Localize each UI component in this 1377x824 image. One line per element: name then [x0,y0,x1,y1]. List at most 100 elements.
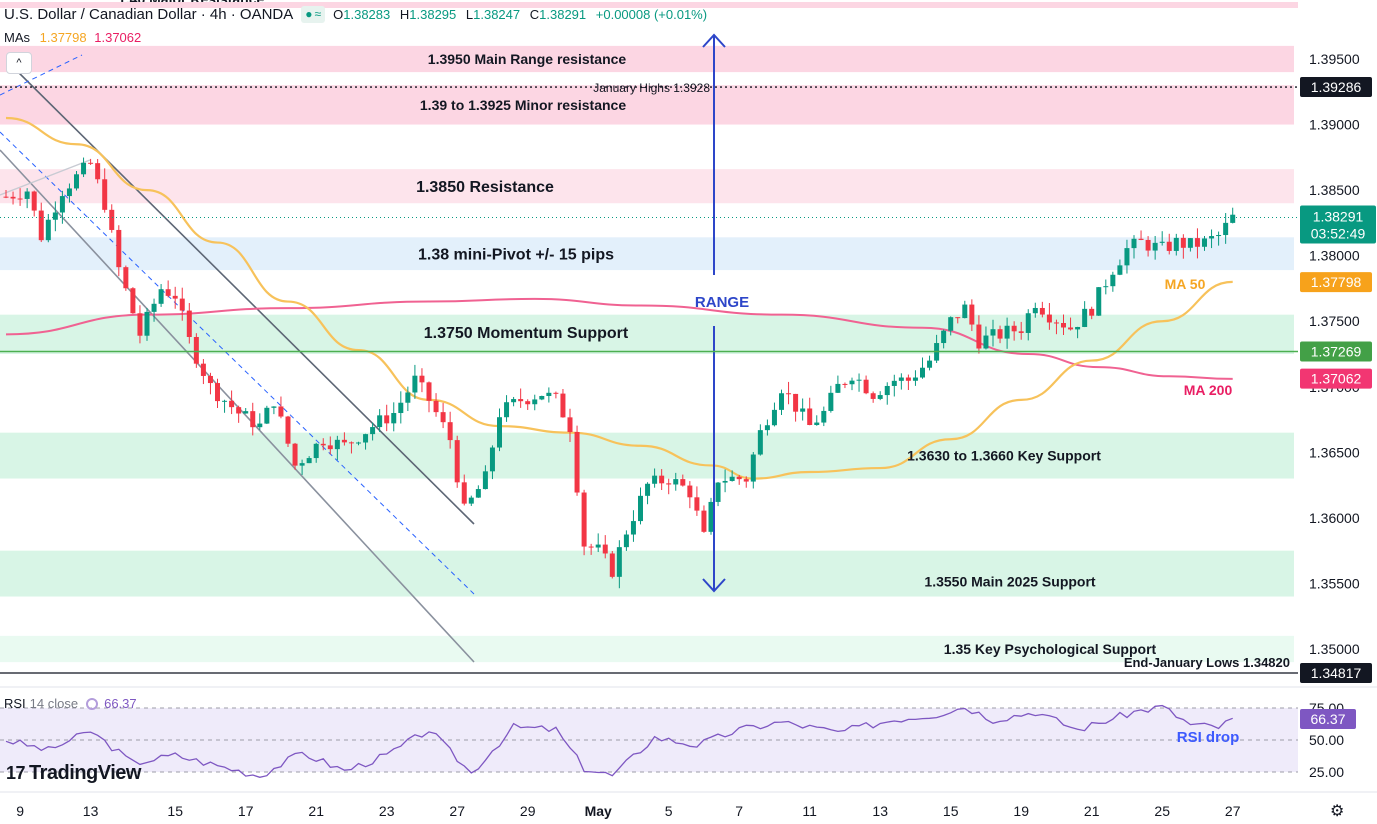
candle-body [391,413,397,424]
candle-body [581,492,587,547]
candle-body [1032,307,1038,314]
y-tick-label: 1.37500 [1309,313,1360,329]
open-label: O [333,6,344,22]
close-label: C [529,6,540,22]
x-tick-label: 21 [308,803,324,819]
candle-body [497,417,502,448]
candle-body [652,475,658,484]
zone-4 [0,314,1294,354]
candle-body [447,422,453,441]
zone-label-4: 1.3750 Momentum Support [424,325,629,342]
candle-body [638,495,643,522]
candle-body [250,411,256,428]
candle-body [285,416,291,444]
moving-averages: MA 50 MA 200 [5,116,1233,480]
candle-body [948,317,954,331]
candle-body [412,375,418,393]
gear-icon[interactable]: ⚙ [1330,803,1345,820]
collapse-legend-button[interactable]: ^ [6,52,32,74]
candle-body [356,442,361,444]
candle-body [1103,286,1109,288]
candle-body [193,336,199,364]
candle-body [1138,238,1144,240]
chart-annotations: January Highs 1.3928 End-January Lows 1.3… [0,0,1298,674]
candle-body [454,440,460,483]
x-tick-label: 15 [167,803,183,819]
candle-body [17,198,23,200]
ma-legend[interactable]: MAs 1.37798 1.37062 [4,30,141,45]
rsi-axis-label: 50.00 [1309,732,1344,748]
rsi-legend[interactable]: RSI 14 close 66.37 [4,696,137,711]
wave-icon: ≈ [314,7,322,21]
candle-body [941,330,947,344]
candle-body [74,174,79,189]
tradingview-logo[interactable]: 17 TradingView [6,762,141,785]
candle-body [271,406,277,408]
candle-body [440,412,446,423]
candle-body [835,383,841,393]
x-tick-label: 15 [943,803,959,819]
market-status-badge[interactable]: ● ≈ [301,5,326,23]
candle-body [1039,307,1045,315]
candle-body [722,480,728,483]
high-label: H [399,6,410,22]
candle-body [750,454,756,482]
rsi-label: RSI [4,696,26,711]
candle-body [779,393,784,410]
candle-body [687,485,693,498]
rsi-badge-bg [1300,709,1356,730]
candle-body [66,188,72,197]
ma200-label: MA 200 [1184,382,1233,398]
candle-body [870,393,876,399]
candle-body [800,408,806,412]
label-end-january-lows: End-January Lows 1.34820 [1124,655,1290,670]
y-tick-label: 1.39500 [1309,51,1360,67]
candle-body [299,463,305,466]
candle-body [264,407,270,424]
zone-label-5: 1.3630 to 1.3660 Key Support [907,448,1101,464]
candle-body [588,546,594,548]
x-tick-label: 25 [1154,803,1170,819]
price-badge-bg [1300,77,1372,98]
last-price-badge-bg [1300,205,1376,244]
candle-body [377,415,383,428]
tradingview-mark-icon: 17 [6,763,26,783]
last-price-badge: 1.38291 [1313,209,1364,225]
candle-body [1209,236,1215,239]
candle-body [532,399,538,405]
candle-body [898,377,904,381]
candle-body [1180,237,1186,248]
candle-body [623,534,629,548]
open-value: 1.38283 [343,6,391,22]
candle-body [1230,214,1236,223]
channel-ext-line-2 [0,159,91,196]
candle-body [419,375,425,383]
candle-body [88,162,94,164]
candle-body [3,196,9,198]
rsi-drop-label: RSI drop [1177,729,1240,746]
candle-body [1194,238,1200,247]
label-january-highs: January Highs 1.3928 [593,81,710,95]
x-tick-label: 17 [238,803,254,819]
y-tick-label: 1.35000 [1309,641,1360,657]
y-tick-label: 1.38500 [1309,182,1360,198]
candle-body [1018,331,1024,333]
candle-body [278,406,284,417]
candle-body [736,476,742,480]
y-tick-label: 1.39000 [1309,117,1360,133]
x-tick-label: 5 [665,803,673,819]
candle-body [405,392,411,403]
candle-body [786,393,792,395]
candle-body [567,417,573,432]
candle-body [701,510,707,532]
candle-body [38,210,44,241]
x-tick-label: May [585,803,612,819]
symbol-title[interactable]: U.S. Dollar / Canadian Dollar · 4h · OAN… [4,5,294,23]
candle-body [1089,308,1095,316]
candle-body [793,393,799,412]
price-badge-1.39286: 1.39286 [1311,79,1362,95]
candle-body [1004,325,1010,339]
zone-0 [0,45,1294,73]
